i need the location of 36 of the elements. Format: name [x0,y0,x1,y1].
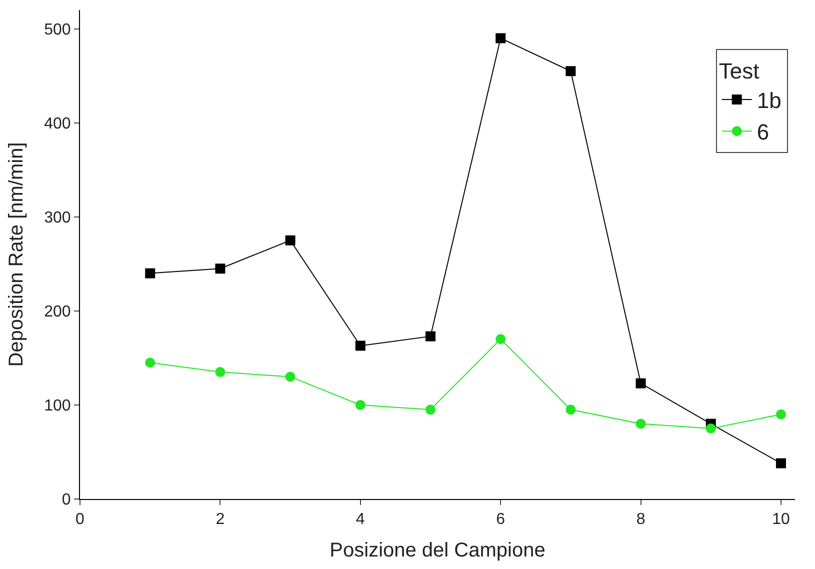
y-tick-label: 400 [44,115,71,132]
point [425,404,436,415]
point [776,458,786,468]
point [285,235,296,246]
point [355,400,366,410]
x-tick-label: 2 [216,511,225,528]
point [636,378,646,388]
point [145,358,156,368]
x-tick-label: 6 [496,511,506,528]
y-tick-label: 100 [44,398,71,415]
y-axis-title: Deposition Rate [nm/min] [6,142,28,367]
point [566,66,576,76]
legend-label: 6 [756,120,770,145]
point [566,404,576,415]
y-tick-label: 300 [44,209,71,226]
x-tick-label: 8 [636,511,646,528]
point [355,340,366,351]
point [496,334,506,344]
point [776,409,786,420]
y-tick-label: 0 [62,492,71,509]
x-tick-label: 0 [76,511,85,528]
legend-title: Test [718,58,760,84]
point [215,264,226,274]
y-tick-label: 200 [44,304,71,321]
point [285,372,296,382]
point [215,367,226,378]
x-axis-title: Posizione del Campione [330,540,546,562]
point [145,268,156,278]
point [425,331,436,342]
point [636,418,646,429]
legend-label: 1b [756,88,782,114]
point [706,423,716,434]
y-tick-label: 500 [44,21,71,38]
point [496,33,506,44]
x-tick-label: 4 [356,511,365,528]
x-tick-label: 10 [772,511,790,528]
